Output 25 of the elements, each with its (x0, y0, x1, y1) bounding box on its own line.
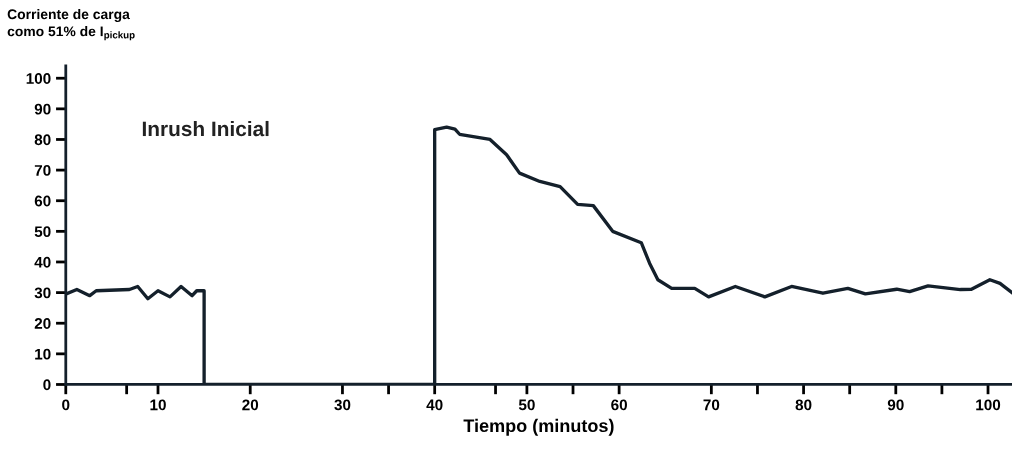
x-tick-label: 90 (887, 399, 904, 411)
y-tick-label: 20 (34, 318, 51, 329)
x-tick-label: 40 (426, 399, 443, 411)
y-tick-label: 80 (34, 134, 51, 146)
y-tick-label: 10 (35, 348, 51, 360)
y-tick-label: 70 (34, 164, 51, 176)
y-tick-label: 100 (26, 73, 51, 84)
x-axis-title: Tiempo (minutos) (463, 418, 614, 436)
y-axis-title: Corriente de carga como 51% de I$_{pickup}$ (7, 8, 135, 41)
x-tick-label: 10 (150, 399, 166, 411)
x-tick-label: 50 (518, 399, 535, 411)
y-tick-label: 50 (34, 226, 51, 238)
y-tick-label: 30 (34, 287, 51, 299)
y-tick-label: 0 (43, 379, 51, 391)
x-tick-label: 30 (334, 399, 351, 411)
x-tick-label: 100 (976, 399, 1001, 411)
x-tick-label: 60 (611, 399, 627, 411)
x-tick-label: 20 (242, 399, 259, 411)
x-tick-label: 0 (62, 399, 70, 411)
x-tick-label: 80 (795, 399, 812, 411)
x-tick-label: 70 (703, 399, 720, 411)
y-tick-label: 90 (34, 103, 51, 115)
y-tick-label: 40 (34, 256, 51, 268)
y-tick-label: 60 (34, 195, 51, 207)
annotation: Inrush Inicial (142, 120, 269, 137)
